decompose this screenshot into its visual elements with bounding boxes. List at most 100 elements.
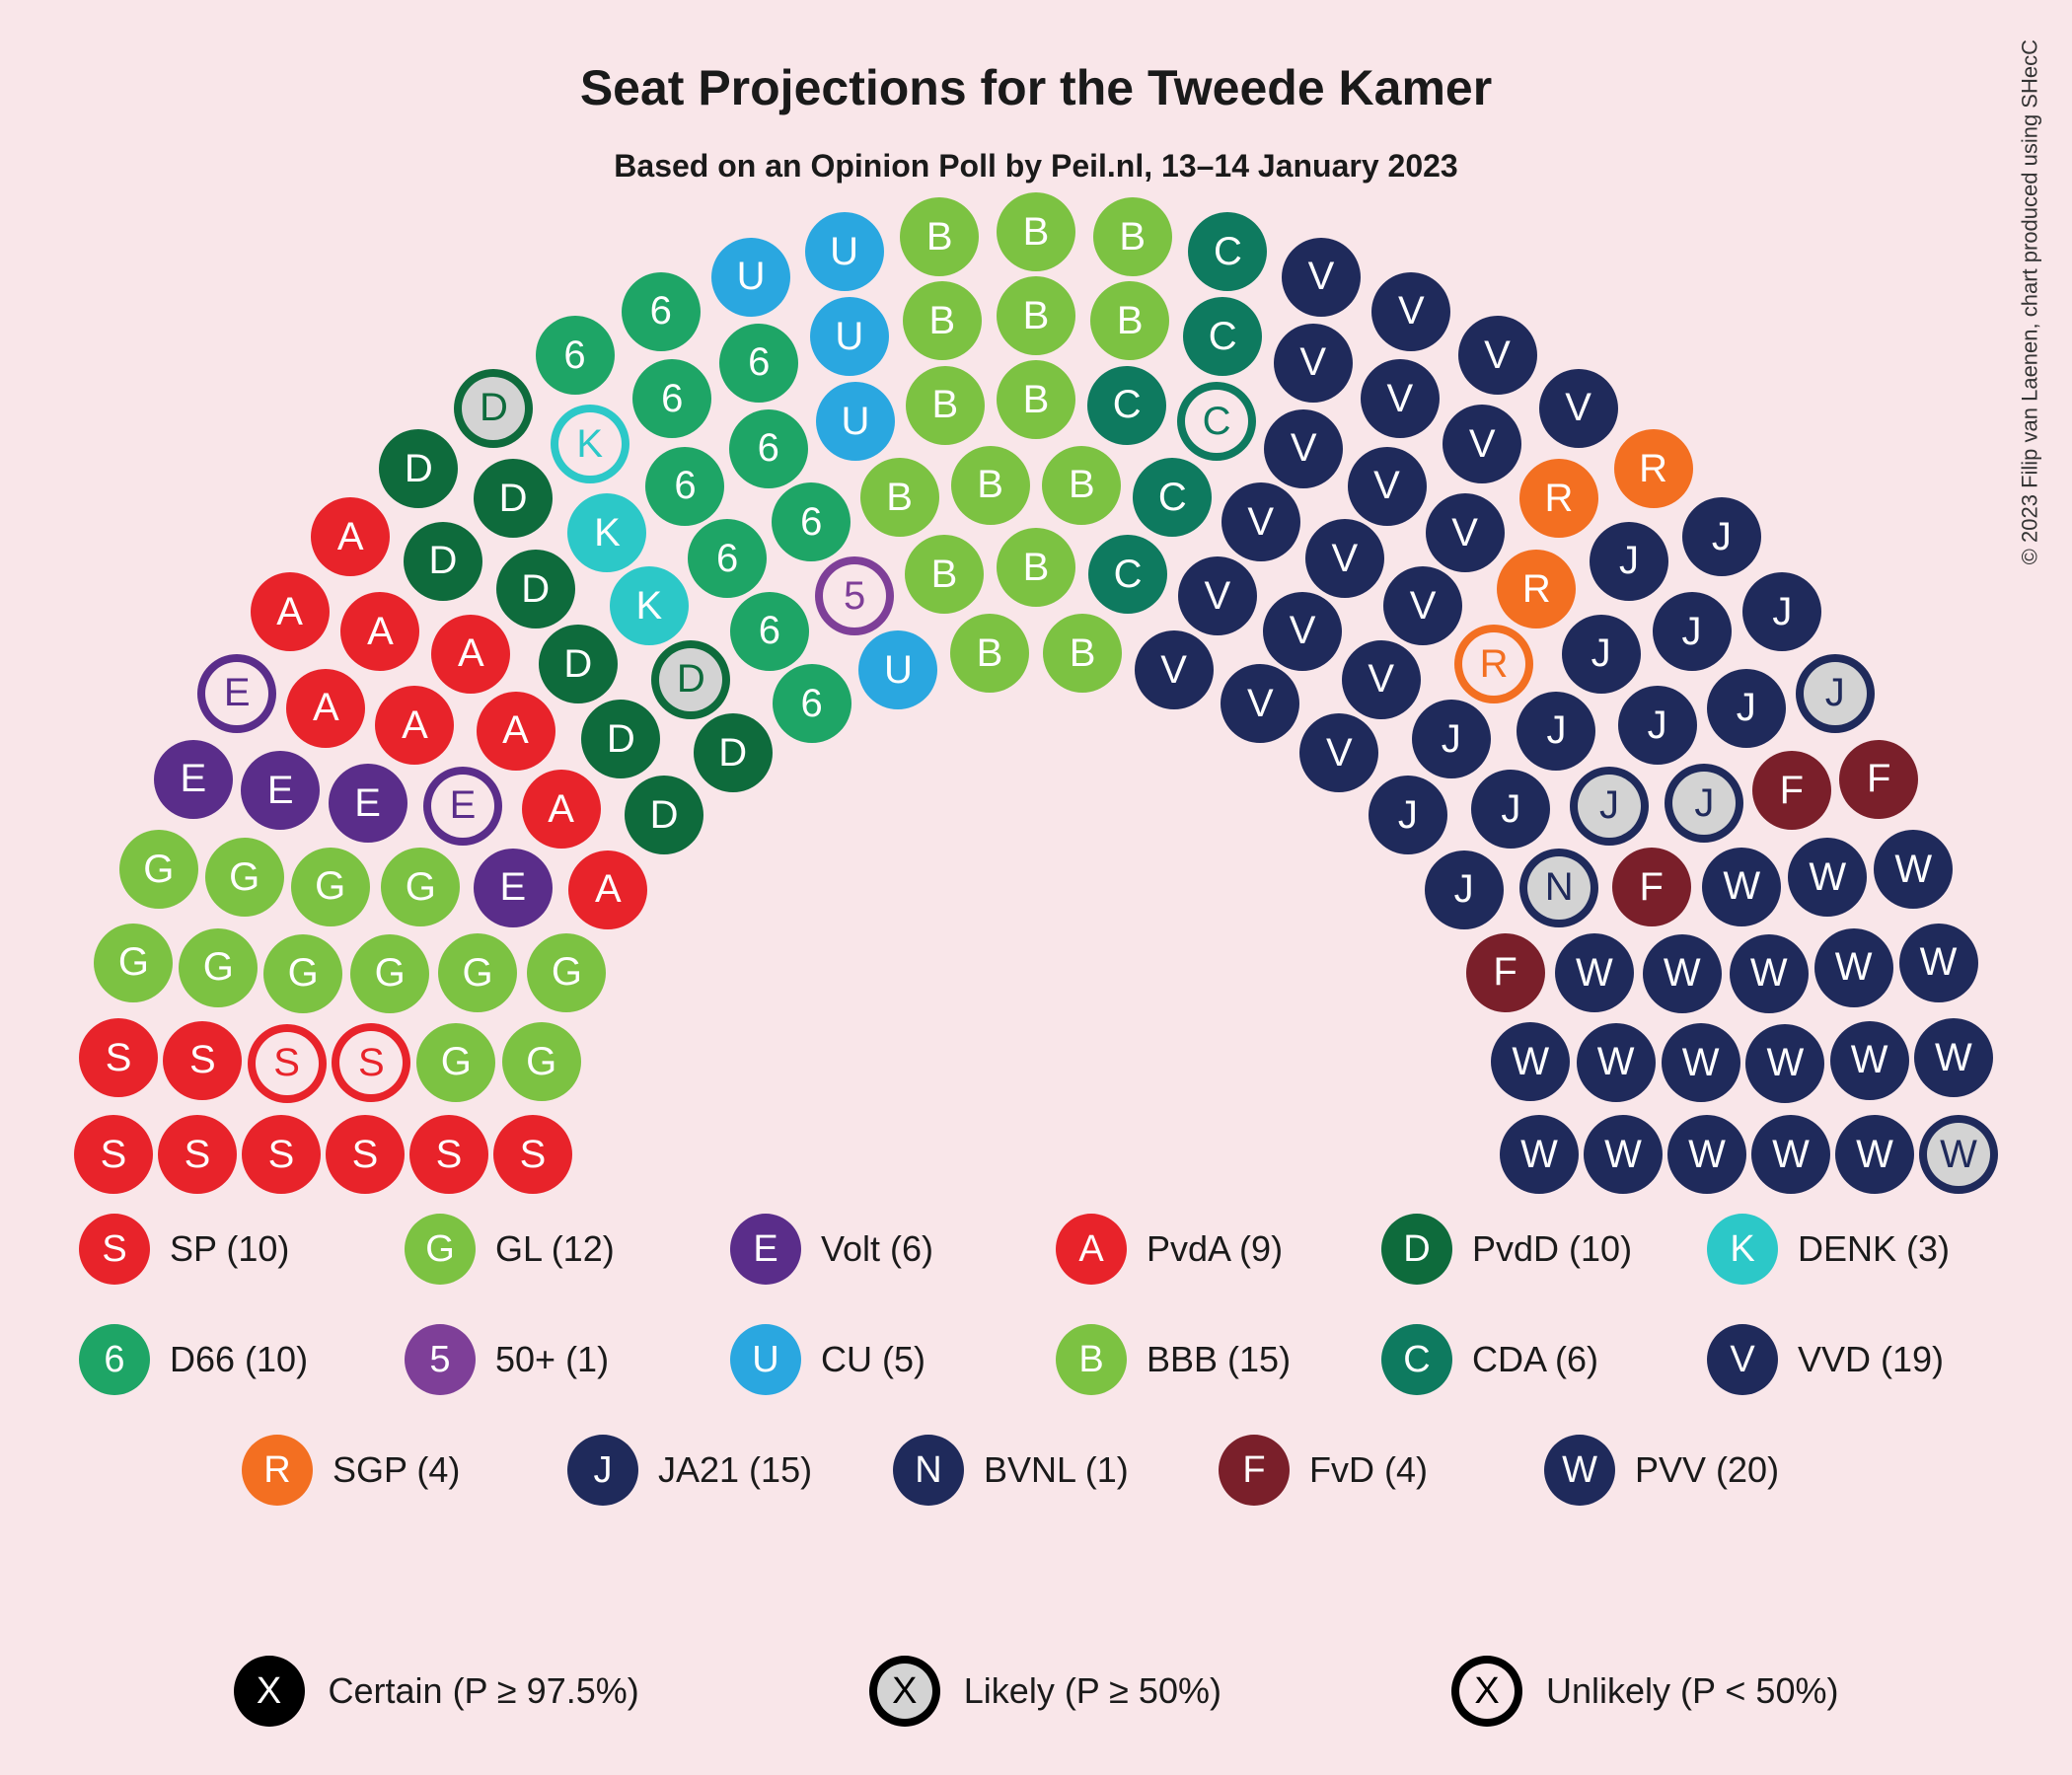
seat-SP: S — [326, 1115, 405, 1194]
seat-D66: 6 — [729, 409, 808, 488]
legend-label: CU (5) — [821, 1339, 925, 1380]
legend-item-BVNL: NBVNL (1) — [893, 1435, 1179, 1506]
seat-PVV: W — [1919, 1115, 1998, 1194]
seat-VVD: V — [1135, 630, 1214, 709]
prob-item-likely: X Likely (P ≥ 50%) — [869, 1656, 1221, 1727]
legend-circle-icon: B — [1056, 1324, 1127, 1395]
seat-JA21: J — [1742, 572, 1821, 651]
seat-D66: 6 — [688, 519, 767, 598]
seat-PvdD: D — [379, 429, 458, 508]
seat-PVV: W — [1555, 933, 1634, 1012]
seat-JA21: J — [1796, 654, 1875, 733]
legend-item-PVV: WPVV (20) — [1544, 1435, 1830, 1506]
legend-item-FvD: FFvD (4) — [1219, 1435, 1505, 1506]
legend-circle-icon: U — [730, 1324, 801, 1395]
legend-label: CDA (6) — [1472, 1339, 1598, 1380]
seat-VVD: V — [1221, 482, 1300, 561]
legend-item-JA21: JJA21 (15) — [567, 1435, 853, 1506]
seat-PVV: W — [1914, 1018, 1993, 1097]
seat-VVD: V — [1443, 405, 1521, 483]
prob-label: Certain (P ≥ 97.5%) — [329, 1670, 639, 1712]
legend-circle-icon: A — [1056, 1214, 1127, 1285]
legend-circle-icon: N — [893, 1435, 964, 1506]
seat-PvdA: A — [286, 669, 365, 748]
seat-PvdD: D — [625, 776, 703, 854]
legend-row: R SGP (4) JJA21 (15) NBVNL (1) FFvD (4) WPVV … — [79, 1435, 1993, 1506]
seat-CU: U — [711, 238, 790, 317]
legend-circle-icon: E — [730, 1214, 801, 1285]
page: Seat Projections for the Tweede Kamer Ba… — [0, 0, 2072, 1775]
seat-PvdA: A — [522, 770, 601, 849]
seat-VVD: V — [1426, 493, 1505, 572]
seat-BBB: B — [997, 360, 1075, 439]
legend-circle-icon: R — [242, 1435, 313, 1506]
seat-VVD: V — [1221, 664, 1299, 743]
legend-item-SGP: R SGP (4) — [242, 1435, 528, 1506]
seat-Volt: E — [197, 654, 276, 733]
seat-BBB: B — [860, 458, 939, 537]
legend-label: PVV (20) — [1635, 1449, 1779, 1491]
seat-VVD: V — [1539, 369, 1618, 448]
seat-PVV: W — [1899, 924, 1978, 1002]
seat-PVV: W — [1730, 934, 1809, 1013]
seat-SP: S — [332, 1023, 410, 1102]
seat-JA21: J — [1562, 615, 1641, 694]
seat-VVD: V — [1348, 447, 1427, 526]
seat-PvdD: D — [496, 550, 575, 629]
seat-JA21: J — [1570, 767, 1649, 846]
seat-CU: U — [858, 630, 937, 709]
seat-CDA: C — [1177, 382, 1256, 461]
seat-PVV: W — [1814, 928, 1893, 1007]
seat-PVV: W — [1788, 838, 1867, 917]
legend-label: SP (10) — [170, 1228, 289, 1270]
seat-SGP: R — [1614, 429, 1693, 508]
seat-SP: S — [74, 1115, 153, 1194]
seat-VVD: V — [1305, 519, 1384, 598]
legend-label: SGP (4) — [333, 1449, 460, 1491]
seat-BBB: B — [1042, 446, 1121, 525]
seat-PvdA: A — [568, 851, 647, 929]
seat-Volt: E — [241, 751, 320, 830]
legend-item-BBB: BBBB (15) — [1056, 1324, 1342, 1395]
seat-JA21: J — [1425, 851, 1504, 929]
seat-JA21: J — [1517, 692, 1595, 771]
seat-Volt: E — [474, 849, 553, 927]
seat-PVV: W — [1643, 934, 1722, 1013]
prob-circle-icon: X — [869, 1656, 940, 1727]
seat-SGP: R — [1519, 459, 1598, 538]
legend-circle-icon: 6 — [79, 1324, 150, 1395]
legend-label: 50+ (1) — [495, 1339, 609, 1380]
seat-JA21: J — [1682, 497, 1761, 576]
legend-circle-icon: 5 — [405, 1324, 476, 1395]
seat-PvdA: A — [340, 592, 419, 671]
seat-SP: S — [158, 1115, 237, 1194]
prob-label: Likely (P ≥ 50%) — [964, 1670, 1221, 1712]
seat-DENK: K — [567, 493, 646, 572]
seat-BBB: B — [950, 614, 1029, 693]
seat-GL: G — [94, 924, 173, 1002]
seat-CU: U — [816, 382, 895, 461]
seat-FvD: F — [1612, 848, 1691, 926]
seat-PVV: W — [1491, 1022, 1570, 1101]
chart-subtitle: Based on an Opinion Poll by Peil.nl, 13–… — [0, 148, 2072, 185]
hemicycle-arch: SSSSSSSSSSGGGGGGGGGGGGEEEEEEAAAAAAAAADDD… — [49, 257, 2023, 1184]
seat-SP: S — [242, 1115, 321, 1194]
seat-JA21: J — [1590, 522, 1668, 601]
legend-item-D66: 6D66 (10) — [79, 1324, 365, 1395]
seat-JA21: J — [1707, 669, 1786, 748]
seat-D66: 6 — [772, 482, 851, 561]
seat-BBB: B — [1090, 281, 1169, 360]
seat-SP: S — [493, 1115, 572, 1194]
seat-PVV: W — [1874, 830, 1953, 909]
seat-BVNL: N — [1519, 849, 1598, 927]
seat-CDA: C — [1133, 458, 1212, 537]
legend-label: PvdA (9) — [1147, 1228, 1283, 1270]
legend-item-PvdA: A PvdA (9) — [1056, 1214, 1342, 1285]
legend-circle-icon: S — [79, 1214, 150, 1285]
seat-CDA: C — [1188, 212, 1267, 291]
seat-PVV: W — [1662, 1023, 1740, 1102]
seat-BBB: B — [903, 281, 982, 360]
legend-circle-icon: K — [1707, 1214, 1778, 1285]
seat-JA21: J — [1412, 700, 1491, 778]
seat-PVV: W — [1835, 1115, 1914, 1194]
